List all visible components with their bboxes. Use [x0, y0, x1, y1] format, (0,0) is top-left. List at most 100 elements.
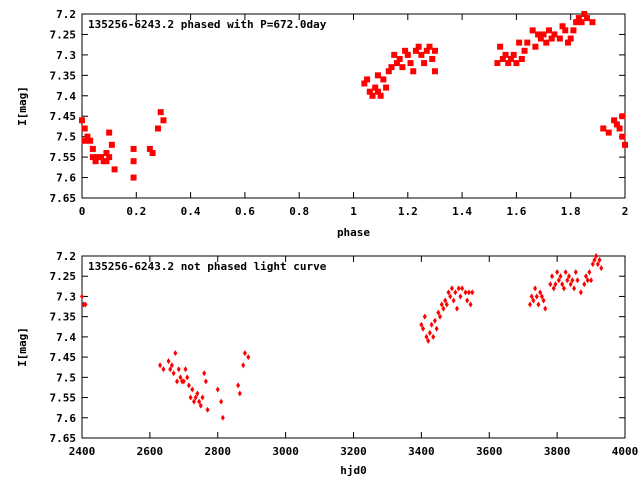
data-point [573, 19, 580, 26]
data-point [130, 174, 137, 181]
data-point [568, 281, 573, 288]
y-tick-label: 7.45 [50, 351, 77, 364]
data-point [570, 27, 577, 34]
y-tick-label: 7.3 [56, 49, 76, 62]
data-point [426, 337, 431, 344]
data-point [551, 31, 558, 38]
data-point [553, 281, 558, 288]
data-point [89, 154, 96, 161]
data-point [453, 289, 458, 296]
data-point [570, 277, 575, 284]
plot-frame [81, 255, 626, 439]
data-point [106, 129, 113, 136]
data-point [537, 35, 544, 42]
data-point [195, 390, 200, 397]
data-point [374, 88, 381, 95]
x-tick-label: 0 [79, 205, 86, 218]
data-point [372, 84, 379, 91]
data-point [160, 117, 167, 124]
data-point [556, 35, 563, 42]
data-point [605, 129, 612, 136]
data-point [391, 51, 398, 58]
data-point [161, 366, 166, 373]
y-axis-label: I[mag] [16, 327, 29, 367]
data-point [448, 293, 453, 300]
data-point [456, 285, 461, 292]
data-point [513, 60, 520, 67]
data-point [158, 362, 163, 369]
data-point [436, 309, 441, 316]
data-point [380, 76, 387, 83]
y-tick-label: 7.2 [56, 8, 76, 21]
data-point [415, 43, 422, 50]
data-point [169, 362, 174, 369]
data-point [103, 158, 110, 165]
data-point [622, 141, 628, 148]
data-point [423, 47, 430, 54]
data-point [402, 47, 409, 54]
chart-title: 135256-6243.2 phased with P=672.0day [88, 18, 327, 31]
data-point [84, 133, 91, 140]
data-point [540, 31, 547, 38]
data-point [558, 273, 563, 280]
data-point [597, 257, 602, 264]
x-axis-label: phase [337, 226, 370, 239]
data-point [431, 333, 436, 340]
data-point [236, 382, 241, 389]
data-point [550, 273, 555, 280]
y-tick-label: 7.5 [56, 371, 76, 384]
data-point [81, 125, 88, 132]
data-point [583, 15, 590, 22]
x-tick-label: 1.8 [561, 205, 581, 218]
data-point [399, 64, 406, 71]
data-point [185, 374, 190, 381]
data-point [533, 285, 538, 292]
x-tick-label: 2800 [205, 445, 232, 458]
y-tick-label: 7.55 [50, 392, 77, 405]
data-point [560, 281, 565, 288]
data-point [619, 113, 626, 120]
x-tick-label: 0.2 [126, 205, 146, 218]
data-point [439, 301, 444, 308]
x-tick-label: 1.2 [398, 205, 418, 218]
x-tick-label: 0.6 [235, 205, 255, 218]
x-axis-label: hjd0 [340, 464, 367, 477]
x-tick-label: 3000 [272, 445, 299, 458]
data-point [466, 289, 471, 296]
data-point [507, 55, 514, 62]
y-tick-label: 7.35 [50, 69, 77, 82]
data-point [536, 301, 541, 308]
data-point [548, 35, 555, 42]
x-tick-label: 2600 [137, 445, 164, 458]
data-point [407, 60, 414, 67]
data-point [197, 398, 202, 405]
data-point [575, 15, 582, 22]
data-point [418, 51, 425, 58]
y-tick-label: 7.25 [50, 270, 77, 283]
data-point [595, 261, 600, 268]
data-point [551, 285, 556, 292]
data-point [111, 166, 118, 173]
x-tick-label: 1 [350, 205, 357, 218]
data-point [581, 11, 588, 17]
data-point [431, 68, 438, 75]
data-point [465, 297, 470, 304]
data-point [616, 125, 623, 132]
data-point [219, 398, 224, 405]
data-point [205, 406, 210, 413]
data-point [89, 145, 96, 152]
data-point [543, 305, 548, 312]
data-point [366, 88, 373, 95]
data-point [555, 269, 560, 276]
data-point [246, 354, 251, 361]
data-point [427, 329, 432, 336]
data-point [446, 289, 451, 296]
data-point [237, 390, 242, 397]
data-point [441, 305, 446, 312]
data-point [410, 68, 417, 75]
data-point [449, 285, 454, 292]
y-tick-label: 7.6 [56, 412, 76, 425]
data-point [424, 333, 429, 340]
data-point [505, 60, 512, 67]
